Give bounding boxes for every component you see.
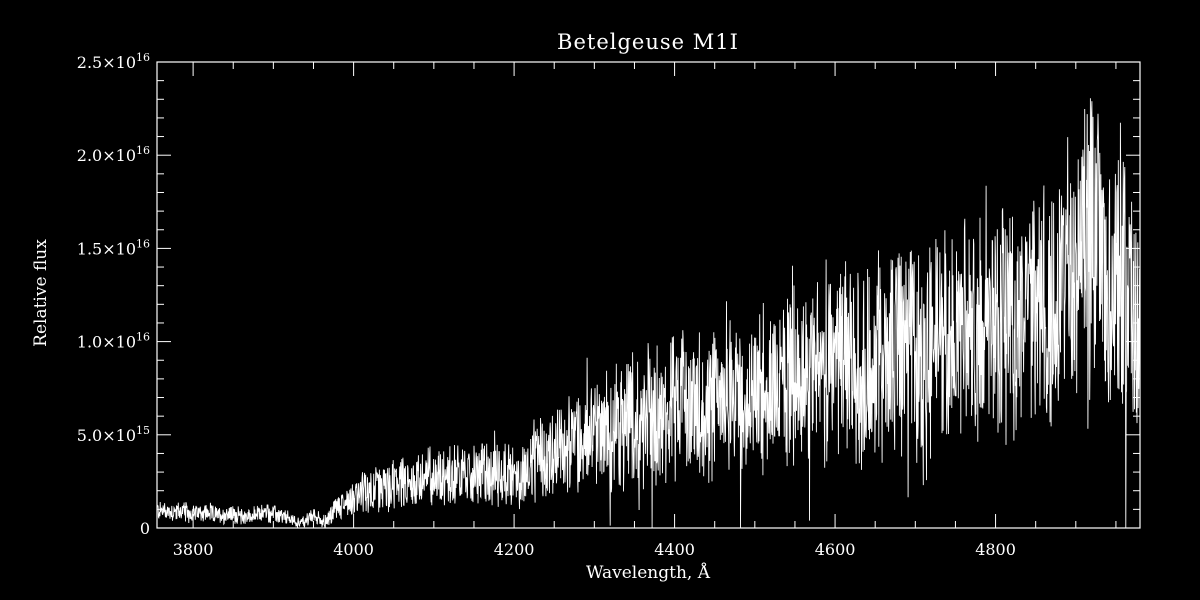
y-tick-mantissa: 1.0×10 — [77, 333, 136, 352]
x-tick-label: 4600 — [815, 540, 856, 559]
y-tick-exponent: 16 — [136, 144, 150, 157]
y-tick-label: 1.5×1016 — [77, 237, 150, 258]
x-tick-label: 4800 — [975, 540, 1016, 559]
y-axis-label: Relative flux — [31, 239, 51, 347]
y-tick-label: 5.0×1015 — [77, 424, 150, 445]
y-tick-label: 2.5×1016 — [77, 51, 150, 72]
y-tick-label: 0 — [140, 519, 150, 538]
x-tick-label: 4200 — [494, 540, 535, 559]
y-tick-exponent: 16 — [136, 331, 150, 344]
plot-area: 3800 4000 4200 4400 4600 480005.0×10151.0×101… — [77, 51, 1141, 559]
y-tick-label: 2.0×1016 — [77, 144, 150, 165]
chart-title: Betelgeuse M1I — [557, 30, 739, 54]
y-tick-mantissa: 5.0×10 — [77, 426, 136, 445]
y-tick-mantissa: 1.5×10 — [77, 239, 136, 258]
spectrum-line — [157, 98, 1140, 528]
y-tick-label: 1.0×1016 — [77, 331, 150, 352]
x-tick-label: 4000 — [333, 540, 374, 559]
y-tick-exponent: 16 — [136, 51, 150, 64]
y-tick-exponent: 15 — [136, 424, 150, 437]
y-tick-mantissa: 0 — [140, 519, 150, 538]
y-tick-mantissa: 2.5×10 — [77, 53, 136, 72]
x-tick-label: 4400 — [654, 540, 695, 559]
x-axis-label: Wavelength, Å — [586, 562, 711, 583]
y-tick-mantissa: 2.0×10 — [77, 146, 136, 165]
x-tick-label: 3800 — [173, 540, 214, 559]
y-tick-exponent: 16 — [136, 237, 150, 250]
